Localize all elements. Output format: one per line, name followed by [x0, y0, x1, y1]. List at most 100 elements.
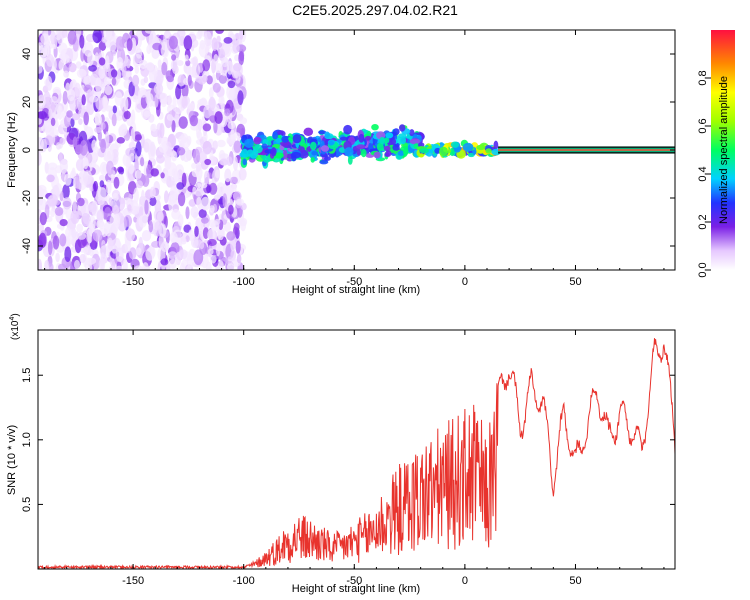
- spectrogram-cell: [149, 196, 157, 207]
- spectrogram-cell: [70, 117, 75, 128]
- spectrogram-cell: [149, 186, 156, 199]
- spectrogram-cell: [79, 253, 86, 264]
- spectrogram-cell: [206, 75, 213, 85]
- spectrogram-cell: [328, 141, 335, 146]
- spectrogram-cell: [38, 258, 43, 270]
- spectrogram-cell: [40, 33, 51, 45]
- spectrogram-cell: [98, 66, 106, 79]
- spectrogram-cell: [213, 120, 218, 134]
- spectrogram-cell: [72, 136, 78, 148]
- spectrogram-cell: [86, 257, 97, 265]
- spectrogram-cell: [180, 237, 187, 245]
- spectrogram-cell: [310, 156, 315, 163]
- spectrogram-cell: [217, 227, 225, 241]
- spectrogram-cell: [52, 235, 60, 250]
- spectrogram-cell: [176, 60, 184, 66]
- spectrogram-cell: [141, 230, 152, 242]
- spectrogram-cell: [226, 84, 235, 100]
- spectrogram-cell: [59, 219, 68, 227]
- spectrogram-cell: [135, 47, 143, 59]
- spectrogram-cell: [270, 147, 277, 157]
- spectrogram-cell: [218, 96, 224, 106]
- spectrogram-cell: [191, 237, 199, 248]
- spectrogram-cell: [89, 249, 94, 257]
- spectrogram-cell: [44, 260, 50, 270]
- spectrogram-cell: [233, 62, 242, 72]
- spectrogram-cell: [281, 135, 290, 143]
- spectrogram-cell: [197, 98, 207, 106]
- spectrogram-cell: [236, 254, 242, 264]
- spectrogram-cell: [130, 109, 136, 125]
- spectrogram-cell: [239, 30, 244, 40]
- spectrogram-cell: [238, 51, 245, 66]
- spectrogram-cell: [207, 238, 217, 247]
- colorbar-tick-label: 0.6: [697, 118, 709, 133]
- spectrogram-cell: [200, 182, 208, 189]
- spectrogram-cell: [400, 136, 407, 145]
- spectrogram-cell: [164, 156, 172, 170]
- spectrogram-cell: [211, 37, 218, 52]
- spectrogram-cell: [149, 141, 156, 157]
- spectrogram-cell: [246, 149, 254, 157]
- spectrogram-cell: [228, 204, 234, 215]
- spectrogram-cell: [119, 197, 125, 205]
- spectrogram-cell: [207, 229, 216, 241]
- spectrogram-cell: [171, 209, 181, 220]
- spectrogram-cell: [38, 111, 48, 120]
- spectrogram-cell: [261, 143, 268, 149]
- spectrogram-cell: [81, 212, 90, 227]
- spectrogram-cell: [215, 242, 221, 257]
- spectrogram-cell: [392, 128, 400, 136]
- spectrogram-cell: [103, 30, 113, 41]
- spectrogram-cell: [173, 229, 182, 239]
- spectrogram-cell: [140, 189, 145, 206]
- spectrogram-cell: [111, 77, 117, 86]
- spectrogram-cell: [485, 148, 492, 154]
- spectrogram-cell: [104, 206, 112, 221]
- spectrogram-cell: [197, 30, 203, 38]
- spectrogram-ylabel: Frequency (Hz): [6, 112, 18, 188]
- spectrogram-cell: [168, 195, 174, 212]
- spectrogram-cell: [75, 30, 82, 38]
- spectrogram-cell: [59, 190, 64, 202]
- spectrogram-cell: [142, 175, 150, 187]
- spectrogram-cell: [240, 219, 247, 232]
- spectrogram-cell: [74, 259, 80, 270]
- spectrogram-cell: [110, 69, 118, 78]
- colorbar-label: Normalized spectral amplitude: [718, 76, 730, 224]
- spectrogram-cell: [60, 54, 70, 64]
- spectrogram-cell: [219, 153, 229, 160]
- spectrogram-cell: [139, 59, 148, 69]
- spectrogram-cell: [143, 76, 149, 84]
- spectrogram-cell: [159, 92, 169, 105]
- spectrogram-cell: [170, 185, 177, 201]
- spectrogram-ytick-label: -40: [21, 238, 33, 254]
- spectrogram-cell: [118, 110, 124, 117]
- spectrogram-cell: [144, 199, 149, 215]
- spectrogram-cell: [241, 148, 249, 158]
- spectrogram-cell: [376, 142, 384, 152]
- spectrogram-cell: [111, 113, 117, 127]
- spectrogram-cell: [38, 117, 42, 125]
- spectrogram-cell: [385, 150, 392, 157]
- spectrogram-cell: [142, 215, 148, 224]
- spectrogram-xtick-label: 0: [462, 276, 468, 288]
- spectrogram-cell: [128, 247, 137, 260]
- spectrogram-cell: [226, 231, 236, 241]
- spectrogram-cell: [118, 124, 128, 137]
- spectrogram-tone: [498, 149, 675, 151]
- spectrogram-cell: [216, 139, 226, 148]
- spectrogram-cell: [356, 149, 361, 156]
- spectrogram-cell: [200, 196, 211, 211]
- spectrogram-xtick-label: -50: [346, 276, 362, 288]
- spectrogram-cell: [202, 59, 211, 72]
- spectrogram-cell: [106, 160, 114, 176]
- spectrogram-cell: [66, 110, 73, 118]
- spectrogram-cell: [129, 152, 135, 162]
- spectrogram-cell: [476, 144, 486, 151]
- spectrogram-cell: [197, 175, 202, 189]
- spectrogram-cell: [167, 94, 172, 108]
- spectrogram-cell: [161, 62, 168, 76]
- spectrogram-cell: [97, 130, 102, 142]
- spectrogram-cell: [202, 140, 212, 155]
